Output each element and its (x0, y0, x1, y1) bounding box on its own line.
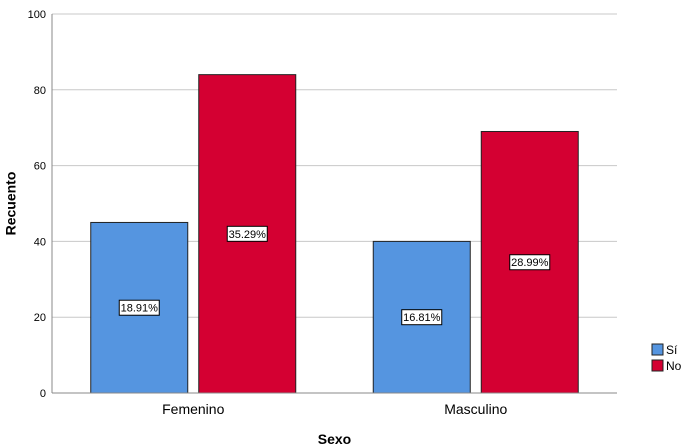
x-axis-title: Sexo (318, 431, 351, 446)
data-label: 28.99% (511, 257, 549, 269)
x-tick-label: Femenino (162, 401, 224, 417)
data-label: 35.29% (229, 229, 267, 241)
data-label-box (118, 299, 160, 316)
y-tick-label: 80 (34, 85, 46, 97)
y-axis-ticks: 0 20 40 60 80 100 (28, 9, 46, 400)
data-labels: 18.91% 35.29% 16.81% 28.99% (118, 225, 551, 326)
bars (90, 74, 579, 394)
y-tick-label: 20 (34, 312, 46, 324)
data-label: 16.81% (403, 312, 441, 324)
y-axis-title: Recuento (3, 172, 19, 236)
data-label-box (509, 254, 551, 271)
legend: Sí No (651, 343, 682, 373)
y-tick-label: 0 (40, 388, 46, 400)
legend-label: Sí (666, 343, 678, 357)
legend-swatch (651, 343, 664, 356)
y-tick-label: 40 (34, 236, 46, 248)
legend-label: No (666, 359, 682, 373)
x-axis-ticks: Femenino Masculino (162, 401, 507, 417)
y-tick-label: 60 (34, 161, 46, 173)
data-label: 18.91% (121, 303, 159, 315)
legend-swatch (651, 359, 664, 372)
data-label-box (401, 309, 443, 326)
y-tick-label: 100 (28, 9, 46, 21)
x-tick-label: Masculino (444, 401, 507, 417)
data-label-box (226, 225, 268, 242)
